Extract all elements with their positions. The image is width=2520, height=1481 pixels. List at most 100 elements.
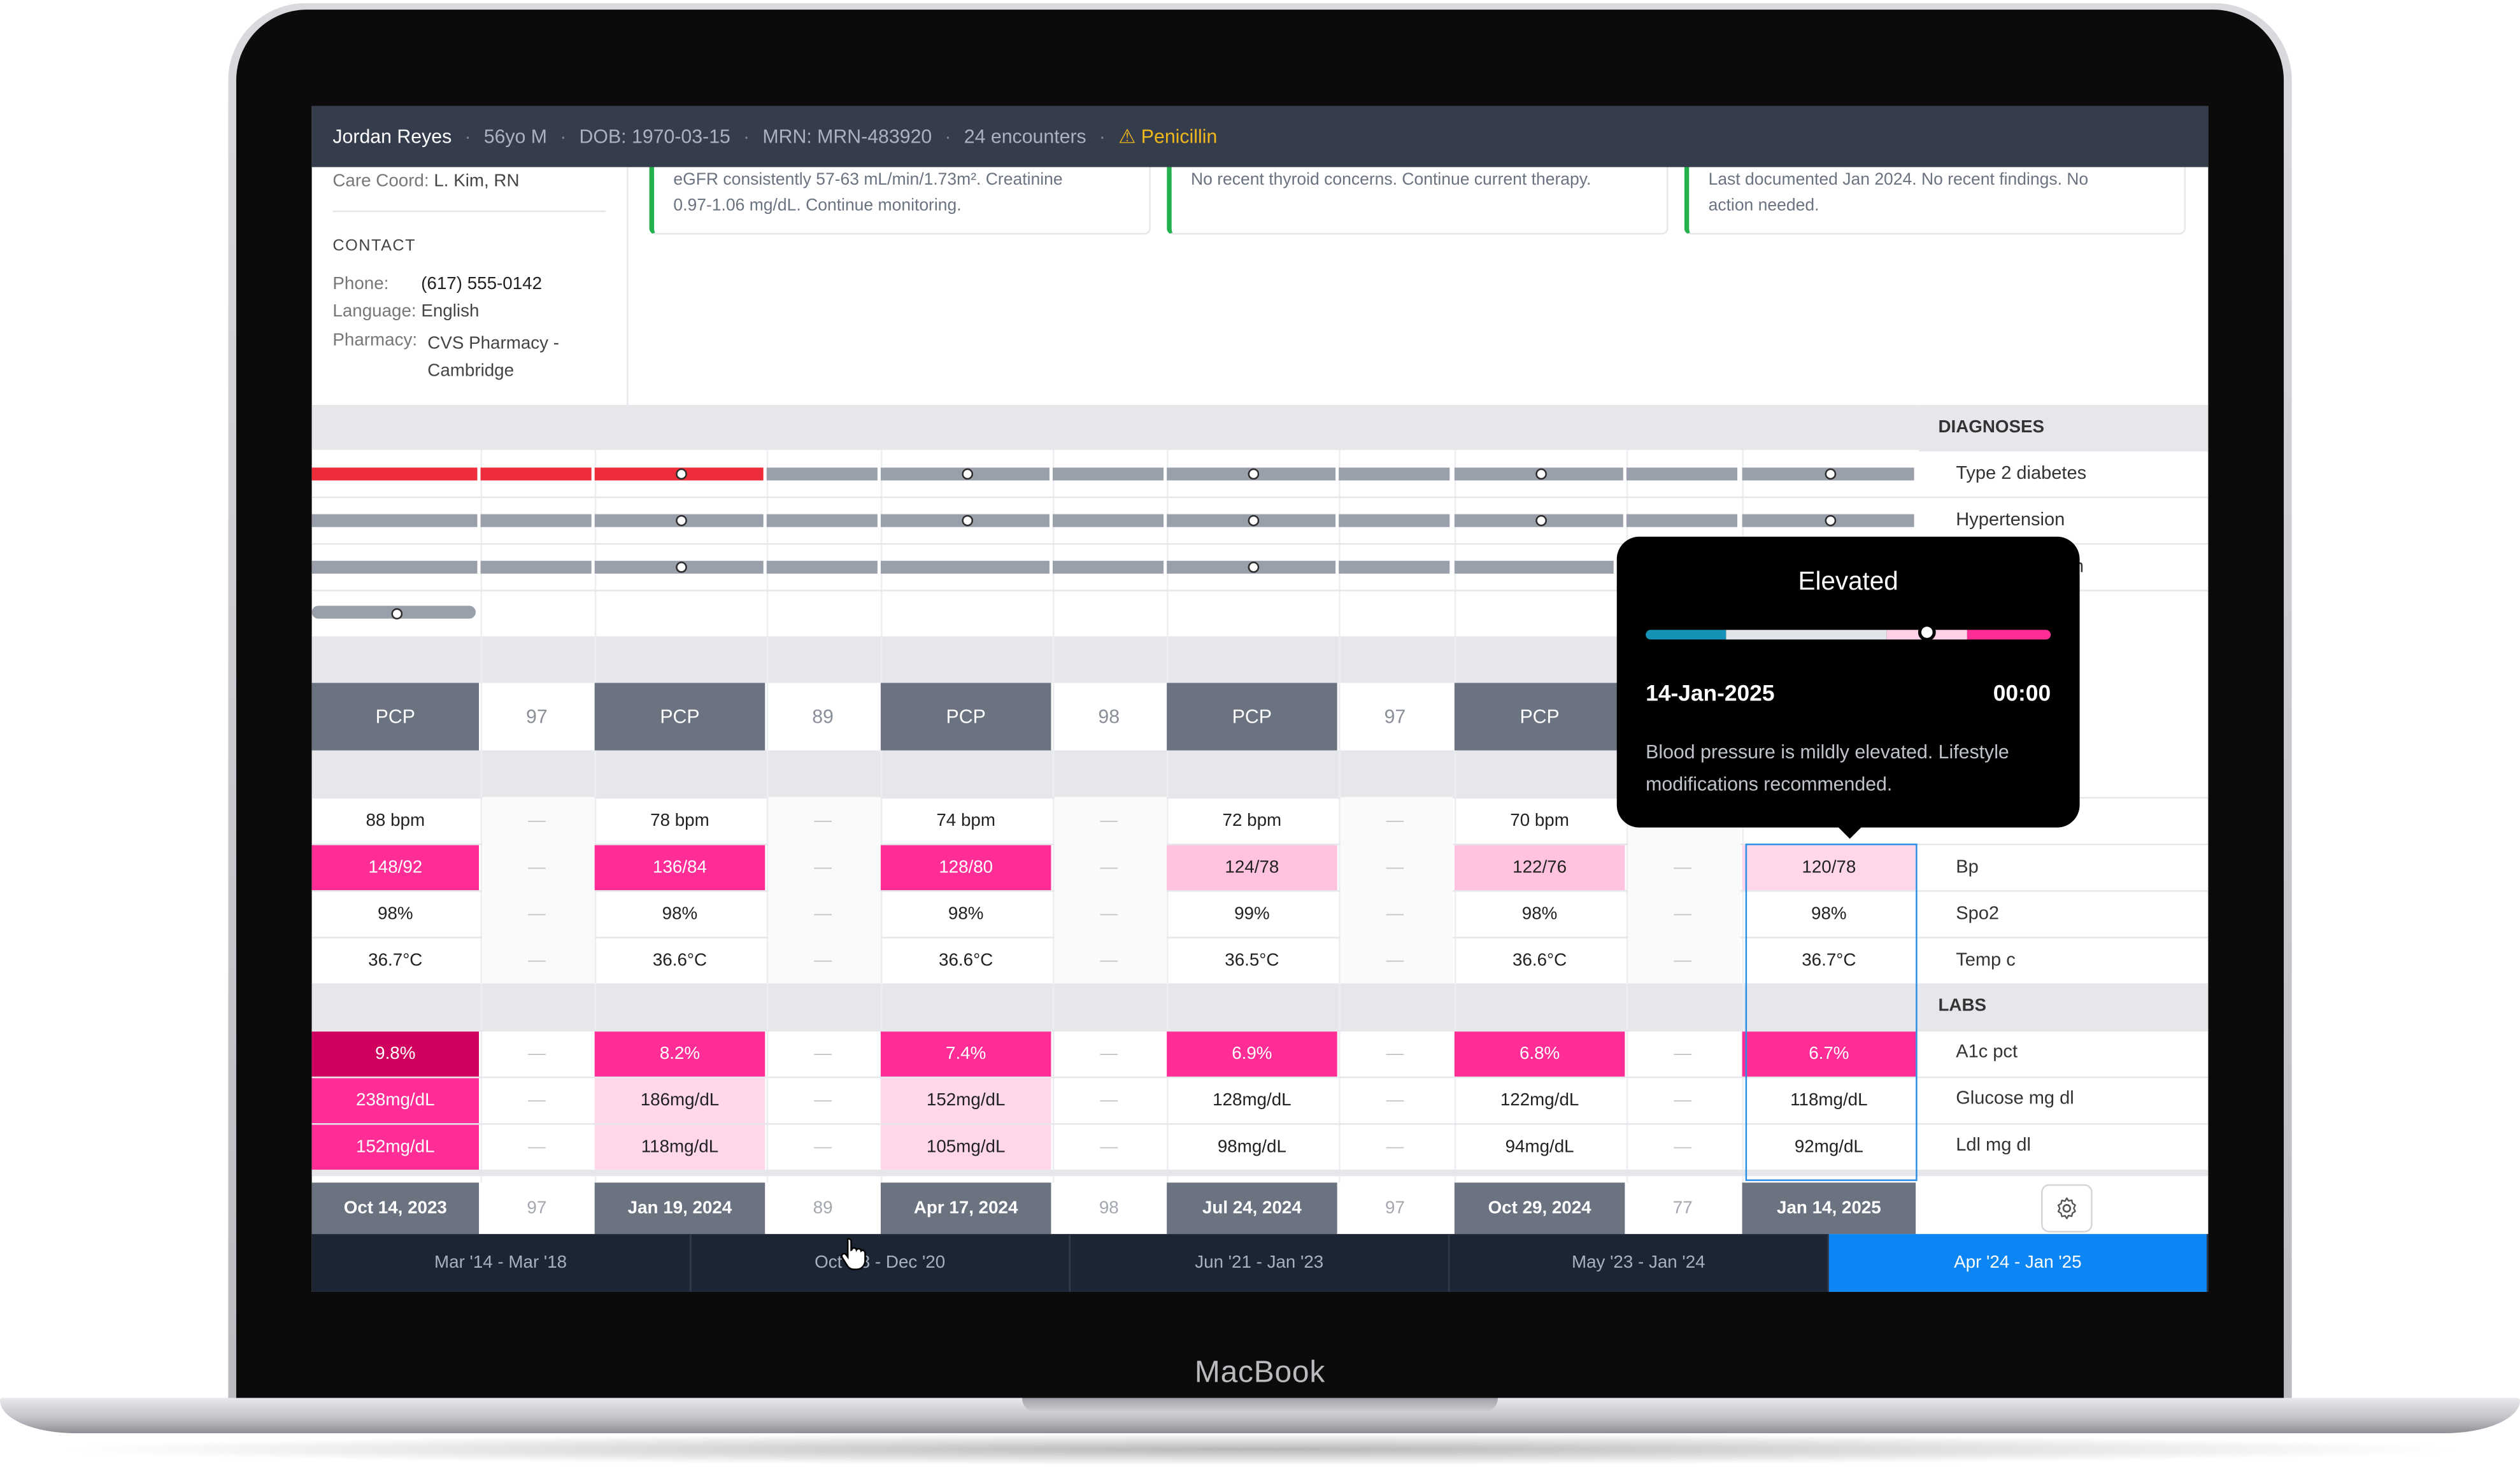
encounter-type-pcp[interactable]: PCP	[1454, 683, 1625, 751]
encounter-type-pcp[interactable]: PCP	[880, 683, 1051, 751]
diagnosis-bar-segment[interactable]	[1626, 514, 1738, 527]
range-tab-1[interactable]: Oct '18 - Dec '20	[691, 1234, 1071, 1292]
encounter-score[interactable]: 98	[1098, 705, 1120, 728]
diagnosis-bar-segment[interactable]	[311, 514, 478, 527]
encounter-score[interactable]: 97	[526, 705, 548, 728]
diagnosis-bar-segment[interactable]	[480, 560, 592, 574]
lab-value-a1c[interactable]: 6.9%	[1167, 1031, 1337, 1077]
vital-value-bp[interactable]: 120/78	[1742, 845, 1916, 891]
lab-value-glucose[interactable]: 238mg/dL	[311, 1078, 480, 1123]
vital-value-spo2[interactable]: 98%	[378, 904, 413, 925]
encounter-date-button[interactable]: Oct 14, 2023	[311, 1182, 480, 1235]
vital-value-hr[interactable]: 74 bpm	[936, 811, 995, 831]
encounter-marker[interactable]	[961, 468, 972, 480]
encounter-marker[interactable]	[1824, 468, 1835, 480]
language-label: Language:	[332, 302, 416, 322]
encounter-marker[interactable]	[961, 514, 972, 527]
range-tab-2[interactable]: Jun '21 - Jan '23	[1070, 1234, 1450, 1292]
encounter-date-button[interactable]: Jul 24, 2024	[1167, 1182, 1337, 1235]
encounter-marker[interactable]	[674, 468, 687, 480]
encounter-marker[interactable]	[390, 608, 402, 620]
encounter-marker[interactable]	[1247, 514, 1258, 527]
lab-value-glucose[interactable]: 118mg/dL	[1790, 1091, 1868, 1110]
lab-value-glucose[interactable]: 128mg/dL	[1213, 1091, 1292, 1110]
vital-value-hr[interactable]: 70 bpm	[1510, 811, 1569, 831]
range-tab-0[interactable]: Mar '14 - Mar '18	[311, 1234, 692, 1292]
vital-value-bp[interactable]: 148/92	[311, 845, 480, 891]
vital-value-temp[interactable]: 36.7°C	[368, 951, 423, 971]
lab-value-ldl[interactable]: 94mg/dL	[1505, 1137, 1574, 1157]
diagnosis-bar-segment[interactable]	[766, 560, 878, 574]
settings-button[interactable]	[2040, 1184, 2093, 1233]
lab-value-ldl[interactable]: 92mg/dL	[1794, 1137, 1863, 1157]
allergy-badge[interactable]: ⚠ Penicillin	[1118, 125, 1217, 148]
vital-value-temp[interactable]: 36.6°C	[1512, 951, 1567, 971]
encounter-type-pcp[interactable]: PCP	[311, 683, 480, 751]
vital-value-bp[interactable]: 128/80	[880, 845, 1051, 891]
encounter-score[interactable]: 97	[1384, 705, 1406, 728]
encounter-marker[interactable]	[1824, 514, 1835, 527]
encounter-marker[interactable]	[1247, 561, 1258, 573]
diagnosis-bar-segment[interactable]	[480, 467, 592, 481]
range-tab-3[interactable]: May '23 - Jan '24	[1449, 1234, 1829, 1292]
encounter-score[interactable]: 89	[812, 705, 834, 728]
diagnosis-bar-segment[interactable]	[880, 560, 1050, 574]
diagnosis-bar-segment[interactable]	[766, 467, 878, 481]
diagnosis-bar-segment[interactable]	[1454, 560, 1614, 574]
lab-value-ldl[interactable]: 98mg/dL	[1217, 1137, 1286, 1157]
lab-value-ldl[interactable]: 152mg/dL	[311, 1124, 480, 1170]
encounter-type-pcp[interactable]: PCP	[1167, 683, 1337, 751]
vital-value-bp[interactable]: 136/84	[594, 845, 765, 891]
vital-value-bp[interactable]: 122/76	[1454, 845, 1625, 891]
vital-value-temp[interactable]: 36.5°C	[1225, 951, 1279, 971]
diagnosis-bar-segment[interactable]	[1052, 514, 1164, 527]
encounter-marker[interactable]	[1535, 514, 1546, 527]
encounter-marker[interactable]	[1535, 468, 1546, 480]
vital-value-hr[interactable]: 72 bpm	[1222, 811, 1282, 831]
lab-value-a1c[interactable]: 8.2%	[594, 1031, 765, 1077]
lab-value-glucose[interactable]: 152mg/dL	[880, 1078, 1051, 1123]
lab-value-a1c[interactable]: 6.7%	[1742, 1031, 1916, 1077]
lab-value-glucose[interactable]: 186mg/dL	[594, 1078, 765, 1123]
lab-value-a1c[interactable]: 9.8%	[311, 1031, 480, 1077]
vital-value-temp[interactable]: 36.6°C	[652, 951, 708, 971]
vital-value-temp[interactable]: 36.6°C	[939, 951, 993, 971]
encounter-marker[interactable]	[674, 561, 687, 573]
vital-value-hr[interactable]: 78 bpm	[650, 811, 709, 831]
encounter-date-button[interactable]: Jan 19, 2024	[594, 1182, 765, 1235]
vital-value-spo2[interactable]: 98%	[662, 904, 698, 925]
encounter-date-button[interactable]: Jan 14, 2025	[1742, 1182, 1916, 1235]
diagnosis-bar-segment[interactable]	[1339, 560, 1450, 574]
phone-value[interactable]: (617) 555-0142	[421, 274, 543, 294]
lab-value-a1c[interactable]: 6.8%	[1454, 1031, 1625, 1077]
encounter-marker[interactable]	[1247, 468, 1258, 480]
diagnosis-bar-segment[interactable]	[1339, 514, 1450, 527]
diagnosis-hypertension[interactable]: Hypertension	[1956, 511, 2065, 530]
lab-value-ldl[interactable]: 105mg/dL	[880, 1124, 1051, 1170]
vital-value-bp[interactable]: 124/78	[1167, 845, 1337, 891]
vital-value-spo2[interactable]: 99%	[1234, 904, 1270, 925]
encounter-date-button[interactable]: Oct 29, 2024	[1454, 1182, 1625, 1235]
diagnosis-bar-segment[interactable]	[1626, 467, 1738, 481]
lab-value-ldl[interactable]: 118mg/dL	[594, 1124, 765, 1170]
vital-value-hr[interactable]: 88 bpm	[366, 811, 425, 831]
range-tab-4[interactable]: Apr '24 - Jan '25	[1828, 1234, 2209, 1292]
diagnosis-type2-diabetes[interactable]: Type 2 diabetes	[1956, 464, 2087, 484]
vital-value-spo2[interactable]: 98%	[948, 904, 984, 925]
lab-value-glucose[interactable]: 122mg/dL	[1500, 1091, 1579, 1110]
diagnosis-bar-segment[interactable]	[480, 514, 592, 527]
diagnosis-bar-segment[interactable]	[311, 560, 478, 574]
diagnosis-bar-segment[interactable]	[1339, 467, 1450, 481]
encounter-marker[interactable]	[674, 514, 687, 527]
diagnosis-bar-segment[interactable]	[1052, 560, 1164, 574]
vital-value-spo2[interactable]: 98%	[1521, 904, 1558, 925]
vital-value-temp[interactable]: 36.7°C	[1802, 951, 1856, 971]
encounter-type-pcp[interactable]: PCP	[594, 683, 765, 751]
encounter-date-button[interactable]: Apr 17, 2024	[880, 1182, 1051, 1235]
lab-value-a1c[interactable]: 7.4%	[880, 1031, 1051, 1077]
diagnosis-bar-segment[interactable]	[766, 514, 878, 527]
diagnosis-bar-segment[interactable]	[311, 467, 478, 481]
diagnosis-hyperlipidemia[interactable]: m	[2068, 558, 2209, 577]
diagnosis-bar-segment[interactable]	[1052, 467, 1164, 481]
vital-value-spo2[interactable]: 98%	[1811, 904, 1847, 925]
